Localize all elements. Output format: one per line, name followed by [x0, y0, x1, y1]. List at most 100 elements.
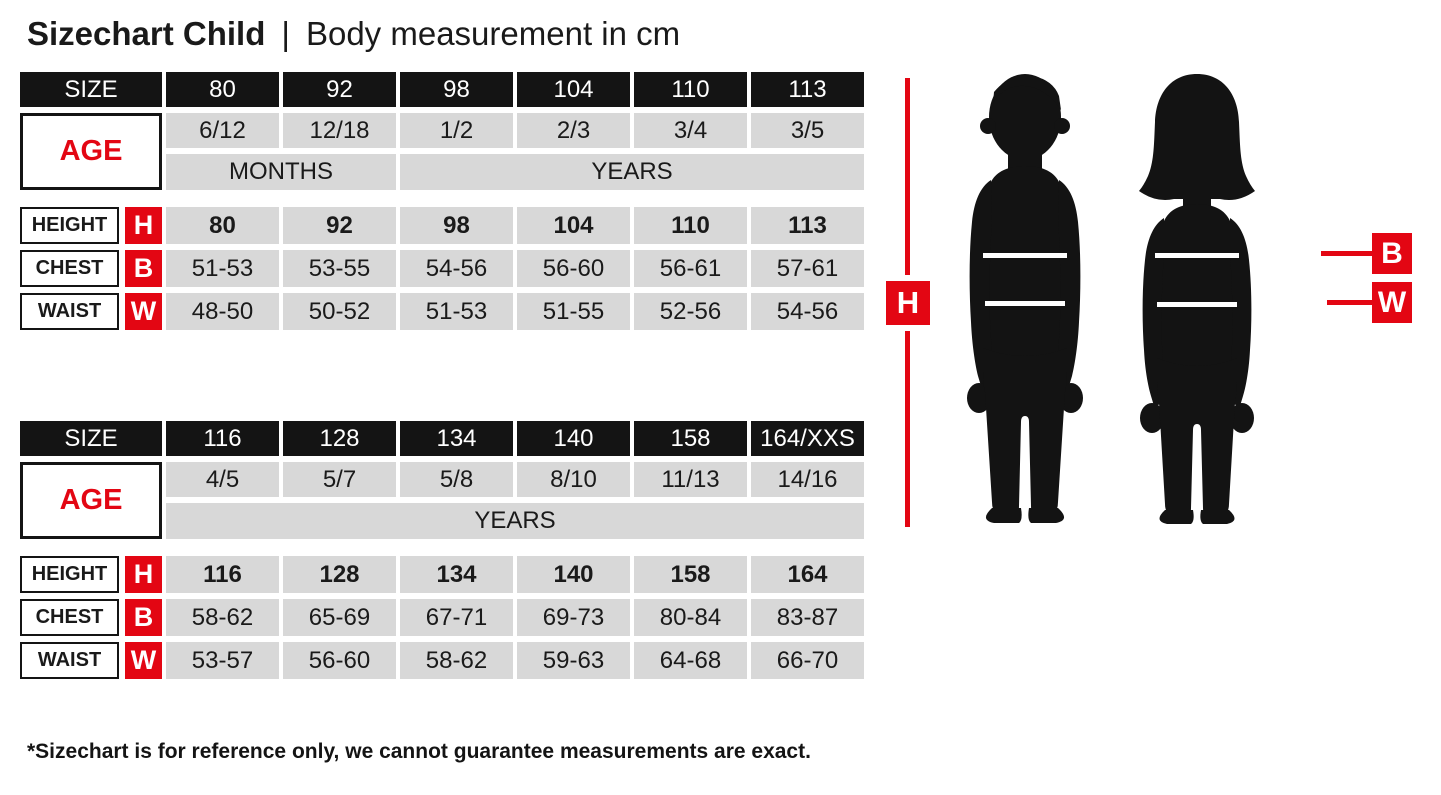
years-unit-cell: YEARS [400, 154, 864, 190]
age-cell: 4/5 [166, 462, 279, 497]
measurement-diagram: H [880, 60, 1441, 540]
chest-cell: 65-69 [283, 599, 396, 636]
age-cell: 6/12 [166, 113, 279, 148]
height-cell: 158 [634, 556, 747, 593]
chest-badge: B [125, 250, 162, 287]
boy-waist-line [985, 301, 1065, 306]
height-cell: 104 [517, 207, 630, 244]
height-cell: 110 [634, 207, 747, 244]
age-cell: 2/3 [517, 113, 630, 148]
chest-row-label: CHEST [20, 599, 119, 636]
chest-marker-line [1321, 251, 1372, 256]
height-badge: H [125, 207, 162, 244]
chest-cell: 69-73 [517, 599, 630, 636]
chest-badge: B [125, 599, 162, 636]
age-cell: 8/10 [517, 462, 630, 497]
chest-cell: 67-71 [400, 599, 513, 636]
age-cell: 3/4 [634, 113, 747, 148]
chest-cell: 56-61 [634, 250, 747, 287]
waist-cell: 52-56 [634, 293, 747, 330]
age-unit-row: MONTHS YEARS [166, 154, 864, 190]
measurement-rows: HEIGHT H 80 92 98 104 110 113 CHEST B 51… [20, 207, 866, 330]
girl-chest-line [1155, 253, 1239, 258]
waist-row: WAIST W 48-50 50-52 51-53 51-55 52-56 54… [20, 293, 866, 330]
chest-cell: 51-53 [166, 250, 279, 287]
boy-silhouette-icon [967, 74, 1083, 523]
size-cell: 140 [517, 421, 630, 456]
height-cell: 140 [517, 556, 630, 593]
sizechart-table-small: SIZE 80 92 98 104 110 113 AGE 6/12 12/18… [20, 72, 866, 330]
age-cell: 5/8 [400, 462, 513, 497]
size-cell: 158 [634, 421, 747, 456]
waist-cell: 58-62 [400, 642, 513, 679]
height-cell: 98 [400, 207, 513, 244]
chest-cell: 83-87 [751, 599, 864, 636]
size-cell: 164/XXS [751, 421, 864, 456]
height-row: HEIGHT H 116 128 134 140 158 164 [20, 556, 866, 593]
size-row: SIZE 116 128 134 140 158 164/XXS [20, 421, 866, 456]
waist-cell: 54-56 [751, 293, 864, 330]
age-cell: 1/2 [400, 113, 513, 148]
chest-row: CHEST B 51-53 53-55 54-56 56-60 56-61 57… [20, 250, 866, 287]
waist-cell: 51-55 [517, 293, 630, 330]
chest-cell: 57-61 [751, 250, 864, 287]
size-cell: 98 [400, 72, 513, 107]
disclaimer-footnote: *Sizechart is for reference only, we can… [27, 740, 811, 763]
height-cell: 164 [751, 556, 864, 593]
size-cell: 113 [751, 72, 864, 107]
height-line-bottom [905, 331, 910, 527]
height-row: HEIGHT H 80 92 98 104 110 113 [20, 207, 866, 244]
sizechart-table-large: SIZE 116 128 134 140 158 164/XXS AGE 4/5… [20, 421, 866, 679]
height-marker-badge: H [886, 281, 930, 325]
boy-chest-line [983, 253, 1067, 258]
waist-cell: 51-53 [400, 293, 513, 330]
waist-marker-badge: W [1372, 282, 1412, 323]
age-unit-row: YEARS [166, 503, 864, 539]
size-cell: 110 [634, 72, 747, 107]
height-cell: 128 [283, 556, 396, 593]
height-line-top [905, 78, 910, 275]
girl-waist-line [1157, 302, 1237, 307]
height-cell: 113 [751, 207, 864, 244]
height-badge: H [125, 556, 162, 593]
title-main: Sizechart Child [27, 15, 266, 52]
height-row-label: HEIGHT [20, 207, 119, 244]
size-cell: 116 [166, 421, 279, 456]
chest-row: CHEST B 58-62 65-69 67-71 69-73 80-84 83… [20, 599, 866, 636]
height-cell: 92 [283, 207, 396, 244]
age-value-row: 4/5 5/7 5/8 8/10 11/13 14/16 [166, 462, 864, 497]
title-separator: | [281, 15, 290, 52]
height-cell: 116 [166, 556, 279, 593]
height-row-label: HEIGHT [20, 556, 119, 593]
height-cell: 134 [400, 556, 513, 593]
size-cell: 92 [283, 72, 396, 107]
waist-cell: 50-52 [283, 293, 396, 330]
age-cell: 14/16 [751, 462, 864, 497]
size-cell: 134 [400, 421, 513, 456]
waist-cell: 53-57 [166, 642, 279, 679]
age-cell: 3/5 [751, 113, 864, 148]
age-cell: 5/7 [283, 462, 396, 497]
age-value-row: 6/12 12/18 1/2 2/3 3/4 3/5 [166, 113, 864, 148]
age-values: 4/5 5/7 5/8 8/10 11/13 14/16 YEARS [166, 462, 864, 539]
age-row-label: AGE [20, 462, 162, 539]
waist-row: WAIST W 53-57 56-60 58-62 59-63 64-68 66… [20, 642, 866, 679]
size-row: SIZE 80 92 98 104 110 113 [20, 72, 866, 107]
years-unit-cell: YEARS [166, 503, 864, 539]
chest-cell: 53-55 [283, 250, 396, 287]
waist-row-label: WAIST [20, 293, 119, 330]
chest-cell: 54-56 [400, 250, 513, 287]
size-cell: 104 [517, 72, 630, 107]
age-cell: 12/18 [283, 113, 396, 148]
waist-badge: W [125, 642, 162, 679]
waist-cell: 59-63 [517, 642, 630, 679]
waist-marker-line [1327, 300, 1372, 305]
size-row-label: SIZE [20, 72, 162, 107]
chest-marker-badge: B [1372, 233, 1412, 274]
waist-cell: 64-68 [634, 642, 747, 679]
girl-silhouette-icon [1139, 74, 1255, 524]
measurement-rows: HEIGHT H 116 128 134 140 158 164 CHEST B… [20, 556, 866, 679]
age-row-label: AGE [20, 113, 162, 190]
chest-row-label: CHEST [20, 250, 119, 287]
age-values: 6/12 12/18 1/2 2/3 3/4 3/5 MONTHS YEARS [166, 113, 864, 190]
